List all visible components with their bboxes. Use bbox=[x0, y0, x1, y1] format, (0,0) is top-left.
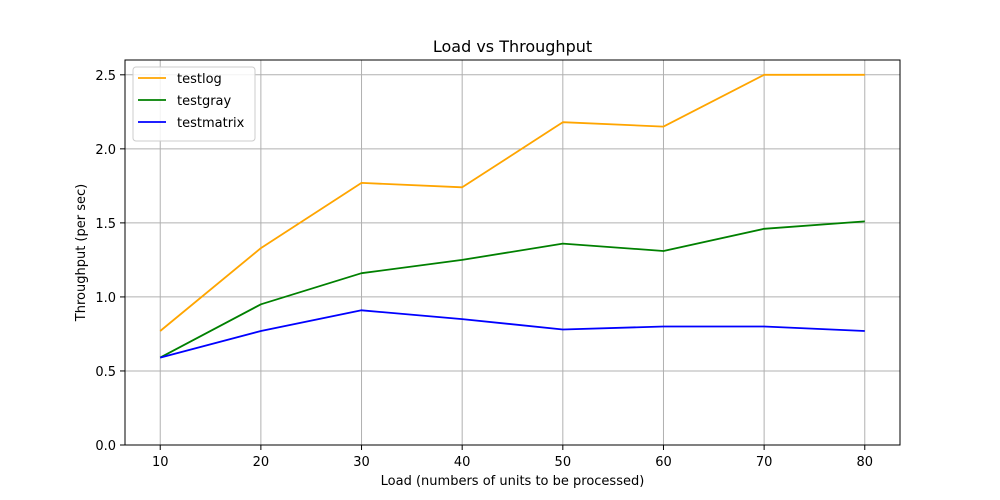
y-tick-label: 2.0 bbox=[95, 143, 116, 158]
series-line-testgray bbox=[159, 220, 865, 359]
plot-frame bbox=[124, 59, 901, 446]
series-line-testmatrix bbox=[159, 309, 865, 359]
x-tick-label: 70 bbox=[756, 455, 773, 470]
y-tick-label: 0.5 bbox=[95, 365, 116, 380]
legend-label-testgray: testgray bbox=[177, 94, 232, 109]
x-axis-label: Load (numbers of units to be processed) bbox=[381, 474, 645, 489]
y-tick-label: 1.0 bbox=[95, 291, 116, 306]
x-tick-label: 30 bbox=[353, 455, 370, 470]
x-tick-label: 80 bbox=[856, 455, 873, 470]
series-line-testlog bbox=[159, 73, 865, 332]
series-lines bbox=[159, 73, 865, 359]
legend: testlog testgray testmatrix bbox=[132, 66, 256, 142]
x-tick-label: 20 bbox=[253, 455, 270, 470]
y-tick-label: 0.0 bbox=[95, 439, 116, 454]
x-tick-label: 50 bbox=[555, 455, 572, 470]
y-tick-label: 1.5 bbox=[95, 217, 116, 232]
x-tick-label: 60 bbox=[655, 455, 672, 470]
y-axis-label: Throughput (per sec) bbox=[74, 184, 89, 322]
legend-label-testlog: testlog bbox=[177, 72, 222, 87]
ticks: 10 20 30 40 50 60 70 80 0.0 0.5 1.0 1.5 2.0 2.5 bbox=[95, 69, 873, 470]
legend-label-testmatrix: testmatrix bbox=[177, 116, 245, 131]
chart-title: Load vs Throughput bbox=[433, 37, 592, 56]
x-tick-label: 10 bbox=[152, 455, 169, 470]
x-tick-label: 40 bbox=[454, 455, 471, 470]
y-tick-label: 2.5 bbox=[95, 69, 116, 84]
